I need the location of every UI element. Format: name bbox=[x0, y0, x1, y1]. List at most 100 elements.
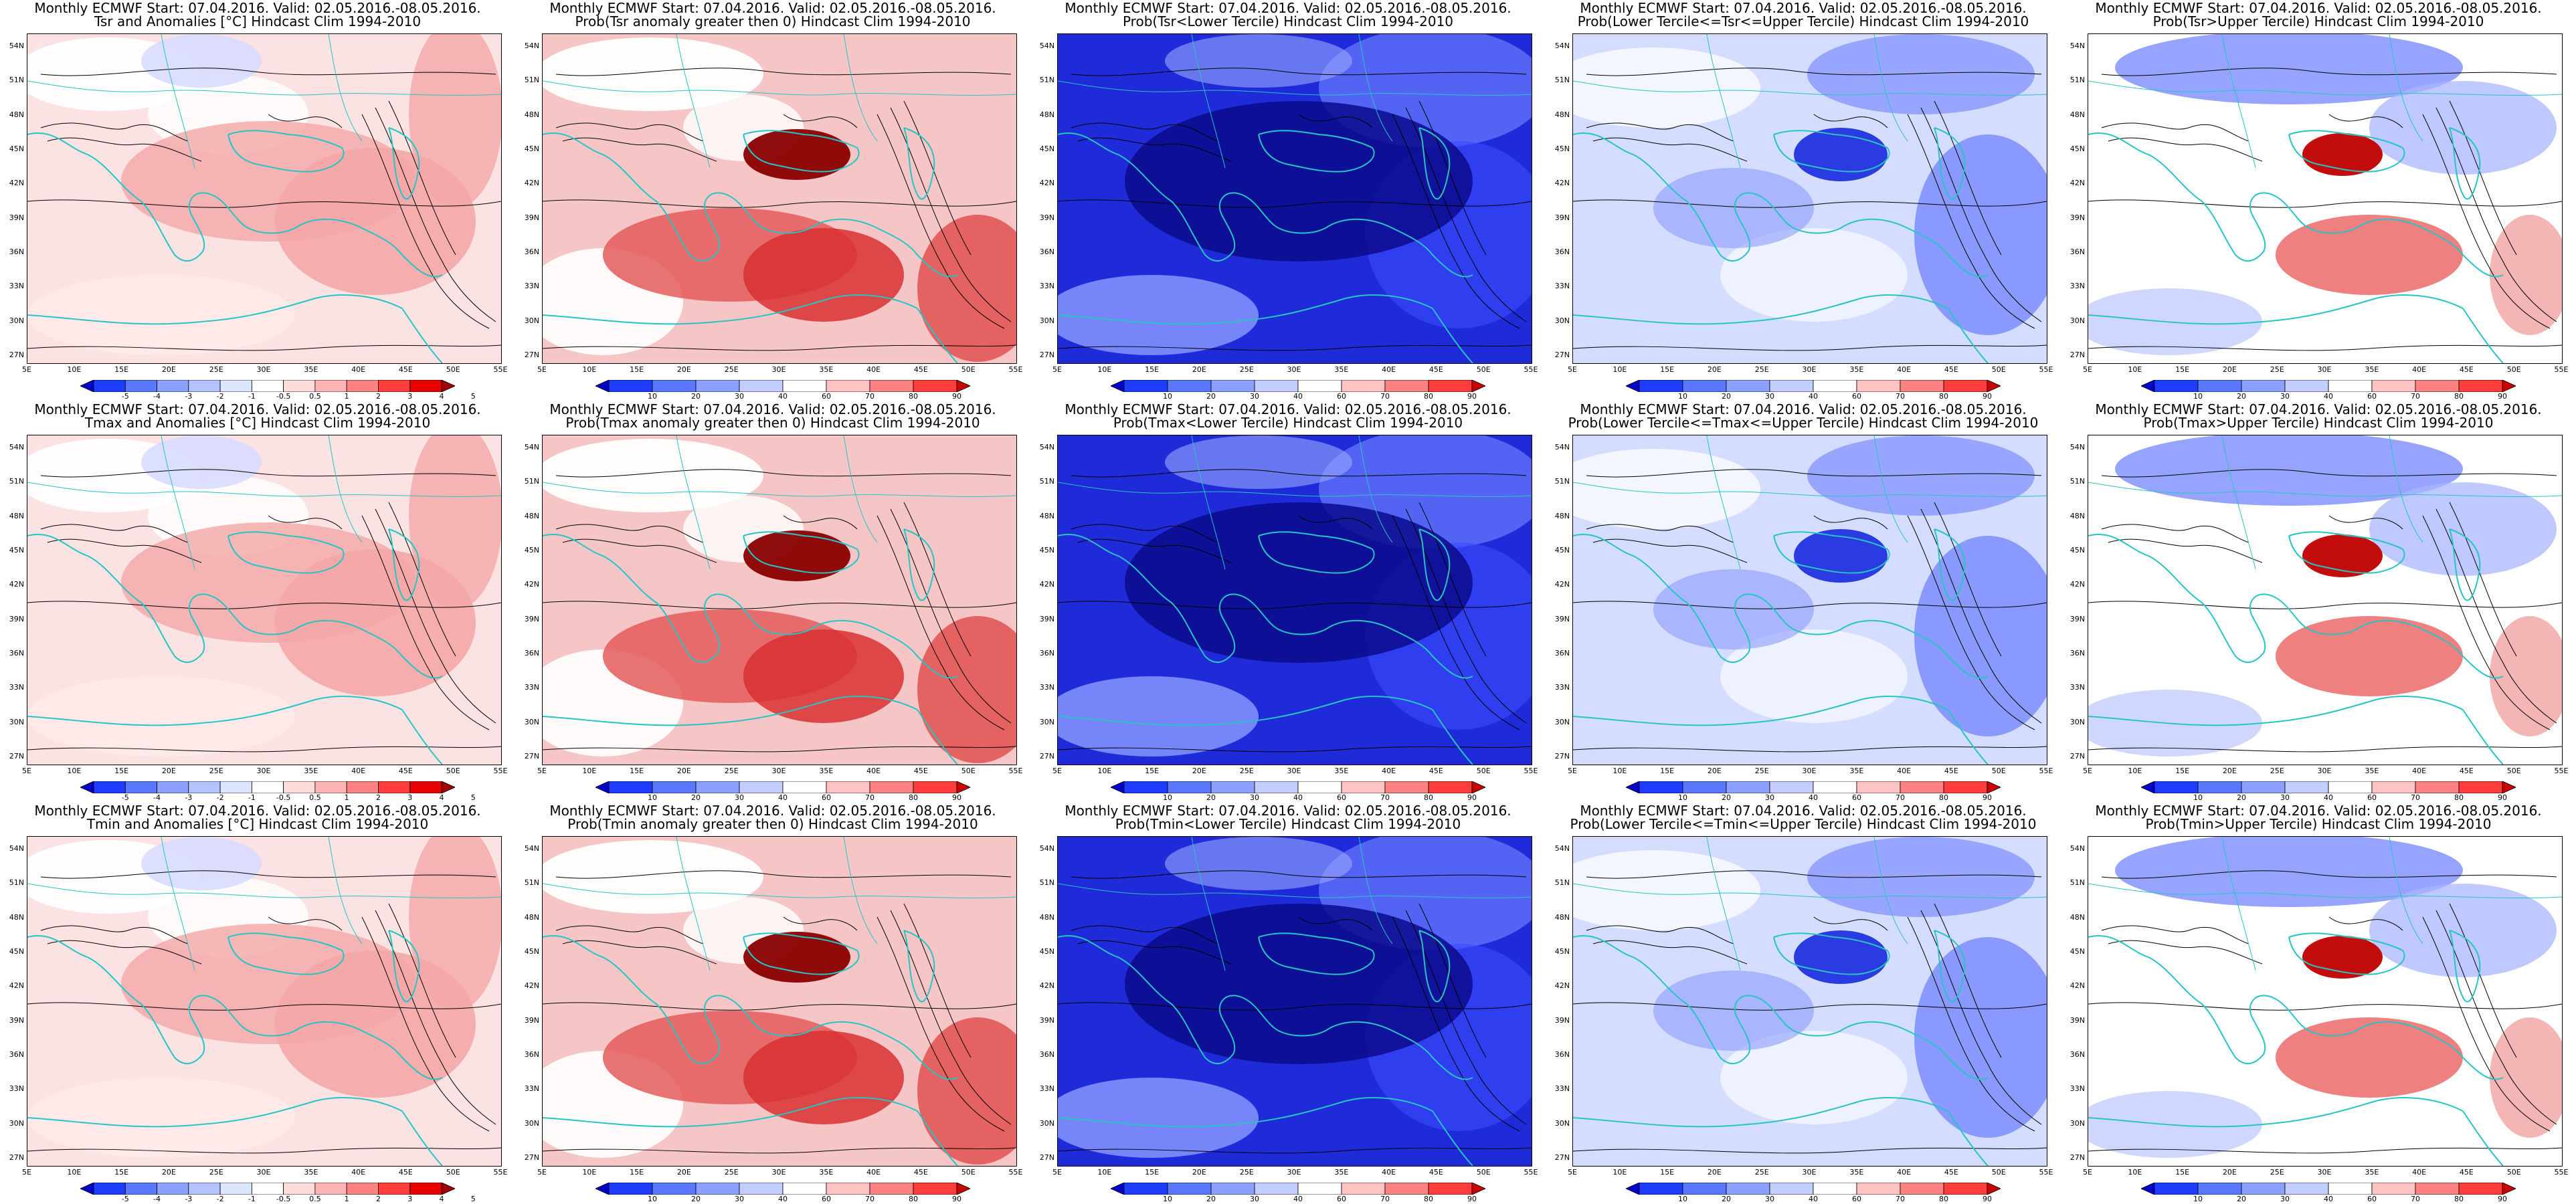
contour-line bbox=[1586, 122, 1734, 142]
latitude-label: 27N bbox=[9, 1153, 24, 1162]
longitude-label: 45E bbox=[1944, 1168, 1958, 1177]
colorbar-swatch bbox=[188, 781, 221, 793]
colorbar-tick-label: 0.5 bbox=[309, 793, 321, 802]
colorbar-swatch bbox=[1682, 1183, 1727, 1195]
border-line bbox=[2389, 837, 2423, 944]
colorbar-tick-label: 3 bbox=[407, 793, 413, 802]
colorbar-tick-label: 30 bbox=[2280, 793, 2290, 802]
longitude-label: 20E bbox=[1192, 365, 1206, 374]
panel-title-line2: Prob(Tsr anomaly greater then 0) Hindcas… bbox=[575, 13, 971, 29]
longitude-label: 15E bbox=[114, 365, 129, 374]
high-probability-area bbox=[917, 1017, 1016, 1165]
longitude-label: 20E bbox=[1192, 767, 1206, 775]
longitude-label: 10E bbox=[1097, 365, 1112, 374]
border-line bbox=[2389, 435, 2423, 543]
contour-line bbox=[1077, 940, 1232, 965]
longitude-label: 10E bbox=[1097, 1168, 1112, 1177]
longitude-label: 50E bbox=[2506, 767, 2521, 775]
contour-line bbox=[1573, 746, 2047, 752]
map-area bbox=[27, 435, 502, 765]
colorbar-swatch bbox=[1123, 1183, 1168, 1195]
contour-line bbox=[27, 344, 501, 351]
low-probability-area bbox=[1165, 34, 1352, 88]
contour-line bbox=[890, 508, 1012, 724]
latitude-label: 51N bbox=[1554, 477, 1570, 486]
colorbar bbox=[2141, 380, 2516, 392]
border-line bbox=[328, 34, 363, 142]
border-line bbox=[1358, 435, 1393, 543]
contour-line bbox=[543, 1147, 1016, 1154]
colorbar-tick-label: 10 bbox=[648, 392, 657, 401]
colorbar-swatch bbox=[1297, 380, 1342, 392]
longitude-label: 55E bbox=[493, 1168, 508, 1177]
colorbar-swatch bbox=[1341, 1183, 1386, 1195]
latitude-label: 51N bbox=[9, 76, 24, 85]
colorbar-swatch bbox=[1682, 380, 1727, 392]
latitude-label: 36N bbox=[9, 649, 24, 658]
colorbar-swatch bbox=[1297, 781, 1342, 793]
colorbar-swatch bbox=[378, 380, 411, 392]
black-sea-coast bbox=[1773, 531, 1890, 574]
longitude-label: 20E bbox=[1707, 1168, 1722, 1177]
black-sea-coast bbox=[227, 932, 345, 975]
colorbar-tick-label: -5 bbox=[121, 793, 129, 802]
high-probability-area bbox=[1794, 930, 1888, 984]
colorbar-tick-label: 90 bbox=[952, 1195, 961, 1203]
colorbar-ticks: 10 20 30 40 60 70 80 90 bbox=[1111, 793, 1485, 803]
contour-line bbox=[1592, 137, 1748, 162]
colorbar-swatch bbox=[157, 1183, 189, 1195]
colorbar-tick-label: 70 bbox=[865, 392, 875, 401]
black-sea-coast bbox=[227, 130, 345, 173]
red-sea-coast bbox=[1432, 709, 1473, 765]
longitude-label: 30E bbox=[1287, 1168, 1301, 1177]
colorbar-swatch bbox=[595, 781, 610, 793]
colorbar-swatch bbox=[1900, 1183, 1944, 1195]
colorbar-swatch bbox=[251, 1183, 284, 1195]
colorbar-swatch bbox=[2458, 380, 2503, 392]
latitude-label: 30N bbox=[1554, 1118, 1570, 1128]
low-probability-area bbox=[2369, 482, 2557, 576]
longitude-label: 20E bbox=[1707, 767, 1722, 775]
contour-line bbox=[1392, 515, 1520, 730]
medium-probability-area bbox=[1058, 676, 1259, 757]
longitude-label: 45E bbox=[2459, 365, 2474, 374]
latitude-label: 30N bbox=[9, 316, 24, 325]
colorbar-swatch bbox=[157, 781, 189, 793]
contour-line bbox=[877, 916, 1005, 1132]
contour-line bbox=[27, 1147, 501, 1154]
longitude-label: 15E bbox=[630, 1168, 644, 1177]
longitude-label: 25E bbox=[2270, 365, 2284, 374]
contour-line bbox=[40, 925, 189, 944]
colorbar-tick-label: 0.5 bbox=[309, 1195, 321, 1203]
cold-anomaly-area bbox=[141, 837, 262, 890]
colorbar-swatch bbox=[1471, 380, 1485, 392]
colorbar-swatch bbox=[1943, 781, 1988, 793]
black-sea-coast bbox=[227, 531, 345, 574]
longitude-label: 25E bbox=[1754, 767, 1769, 775]
colorbar-swatch bbox=[1167, 781, 1212, 793]
contour-line bbox=[1058, 746, 1532, 752]
longitude-label: 35E bbox=[304, 365, 318, 374]
low-probability-area bbox=[2115, 435, 2463, 506]
contour-line bbox=[1573, 199, 2047, 208]
map-area bbox=[542, 435, 1017, 765]
red-sea-coast bbox=[401, 1110, 443, 1166]
contour-line bbox=[1071, 925, 1219, 944]
colorbar-swatch bbox=[782, 380, 827, 392]
longitude-label: 25E bbox=[1239, 365, 1254, 374]
latitude-label: 54N bbox=[1554, 844, 1570, 853]
colorbar-swatch bbox=[1341, 380, 1386, 392]
contour-line bbox=[2088, 746, 2562, 752]
latitude-label: 27N bbox=[1554, 752, 1570, 761]
colorbar-tick-label: 30 bbox=[1250, 793, 1259, 802]
colorbar-swatch bbox=[80, 1183, 94, 1195]
longitude-label: 45E bbox=[398, 1168, 413, 1177]
colorbar-tick-label: 20 bbox=[1722, 1195, 1731, 1203]
border-line bbox=[2221, 34, 2256, 169]
latitude-label: 45N bbox=[1039, 546, 1054, 555]
border-line bbox=[1358, 837, 1393, 944]
border-line bbox=[1573, 883, 2047, 898]
map-graphic bbox=[1573, 34, 2047, 363]
colorbar-tick-label: 70 bbox=[1896, 1195, 1905, 1203]
longitude-label: 50E bbox=[961, 365, 976, 374]
